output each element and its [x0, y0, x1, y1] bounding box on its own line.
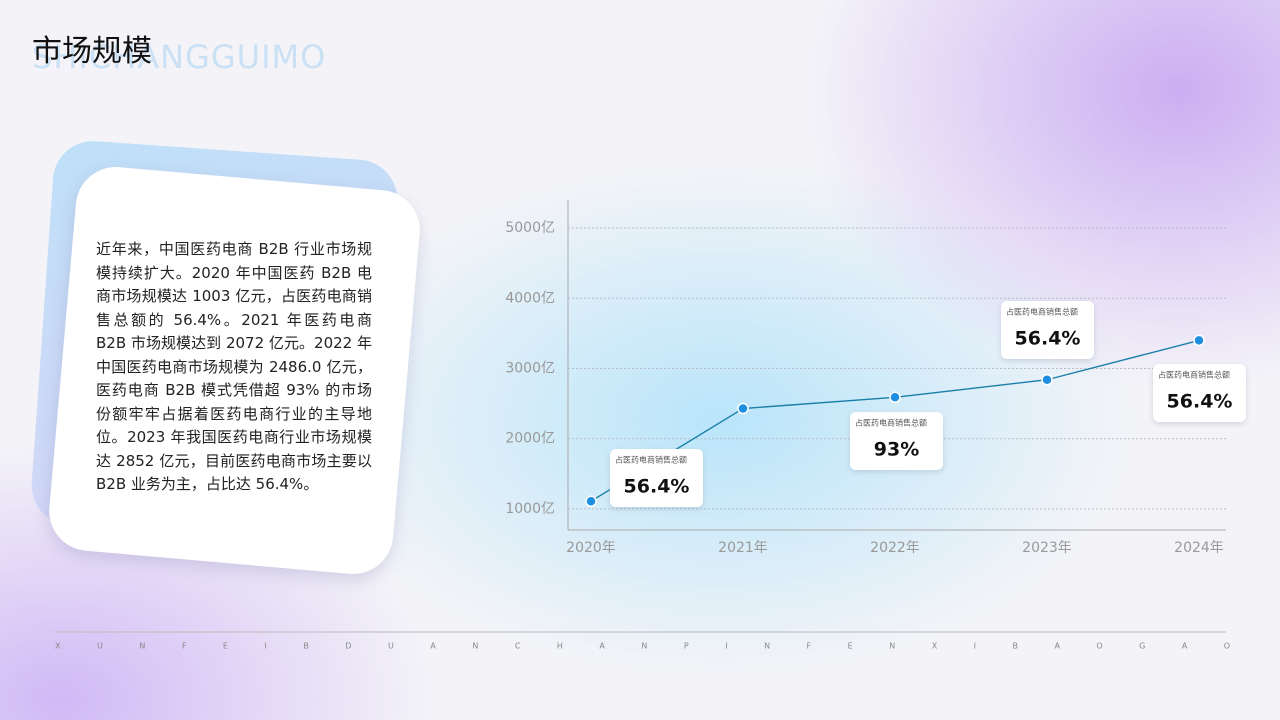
callout-label: 占医药电商销售总额 [1158, 370, 1230, 380]
point [1041, 373, 1053, 386]
callout-box [610, 449, 703, 507]
point [889, 391, 901, 404]
callout: 占医药电商销售总额 56.4% [1001, 301, 1094, 359]
callout-label: 占医药电商销售总额 [855, 418, 927, 428]
callout-value: 56.4% [1167, 391, 1233, 413]
callout-label: 占医药电商销售总额 [615, 455, 687, 465]
y-tick-label: 5000亿 [505, 220, 555, 236]
watermark: SHICHANGGUIMO [32, 38, 327, 76]
callout: 占医药电商销售总额 56.4% [1153, 364, 1246, 422]
x-tick-label: 2024年 [1174, 540, 1224, 556]
callout-value: 56.4% [1015, 328, 1081, 350]
y-tick-label: 4000亿 [505, 290, 555, 306]
callout-label: 占医药电商销售总额 [1006, 307, 1078, 317]
footer-letters: XUNFEIBDUANCHANPINFENXIBAOGAO [55, 642, 1230, 651]
point [585, 495, 597, 507]
callout-box [1153, 364, 1246, 422]
paragraph: 近年来，中国医药电商 B2B 行业市场规模持续扩大。2020 年中国医药 B2B… [96, 240, 372, 493]
point [737, 402, 749, 415]
title: 市场规模 [32, 34, 152, 69]
y-tick-label: 1000亿 [505, 501, 555, 517]
x-tick-label: 2020年 [566, 540, 616, 556]
y-tick-label: 3000亿 [505, 361, 555, 377]
y-tick-label: 2000亿 [505, 431, 555, 447]
callout: 占医药电商销售总额 56.4% [610, 449, 703, 507]
x-tick-label: 2022年 [870, 540, 920, 556]
point [1193, 334, 1205, 347]
x-tick-label: 2021年 [718, 540, 768, 556]
callout-box [850, 412, 943, 470]
callout: 占医药电商销售总额 93% [850, 412, 943, 470]
callout-value: 56.4% [624, 476, 690, 498]
x-tick-label: 2023年 [1022, 540, 1072, 556]
callout-box [1001, 301, 1094, 359]
callout-value: 93% [874, 439, 919, 461]
